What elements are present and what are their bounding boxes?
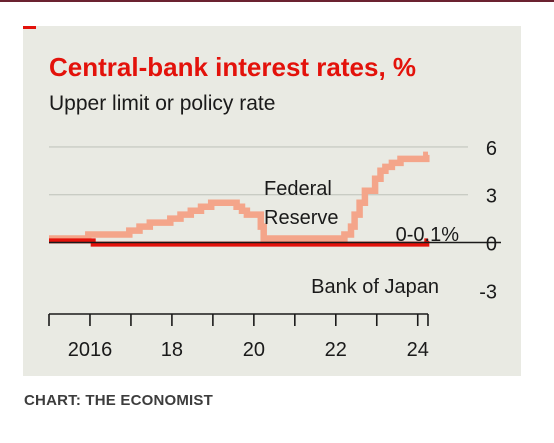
fed-annotation-line-1: Federal	[264, 178, 332, 200]
series-layer	[49, 151, 430, 247]
series-line-bank-of-japan	[49, 238, 430, 247]
chart-title: Central-bank interest rates, %	[49, 52, 416, 82]
label-layer: 6 3 0 -3 2016 18 20 22 24 Federal Reserve Bank of J…	[68, 138, 497, 361]
axis-layer	[48, 241, 501, 326]
y-tick-label: 0	[486, 233, 497, 255]
chart-credit: CHART: THE ECONOMIST	[24, 392, 213, 409]
top-rule	[0, 0, 554, 2]
x-tick-label: 2016	[68, 339, 113, 361]
y-tick-label: 3	[486, 186, 497, 208]
x-tick-label: 24	[407, 339, 429, 361]
fed-annotation-line-2: Reserve	[264, 207, 338, 229]
y-tick-label: -3	[479, 281, 497, 303]
boj-range-annotation: 0-0.1%	[396, 224, 460, 246]
chart-card: Central-bank interest rates, % Upper lim…	[23, 26, 521, 376]
x-tick-label: 22	[325, 339, 347, 361]
chart-svg: Central-bank interest rates, % Upper lim…	[23, 26, 501, 361]
y-tick-label: 6	[486, 138, 497, 160]
x-tick-label: 18	[161, 339, 183, 361]
series-line-federal-reserve	[49, 151, 430, 242]
boj-annotation: Bank of Japan	[311, 276, 439, 298]
chart-subtitle: Upper limit or policy rate	[49, 92, 275, 115]
x-tick-label: 20	[243, 339, 265, 361]
grid-layer	[49, 146, 468, 196]
title-accent-bar	[23, 26, 36, 29]
